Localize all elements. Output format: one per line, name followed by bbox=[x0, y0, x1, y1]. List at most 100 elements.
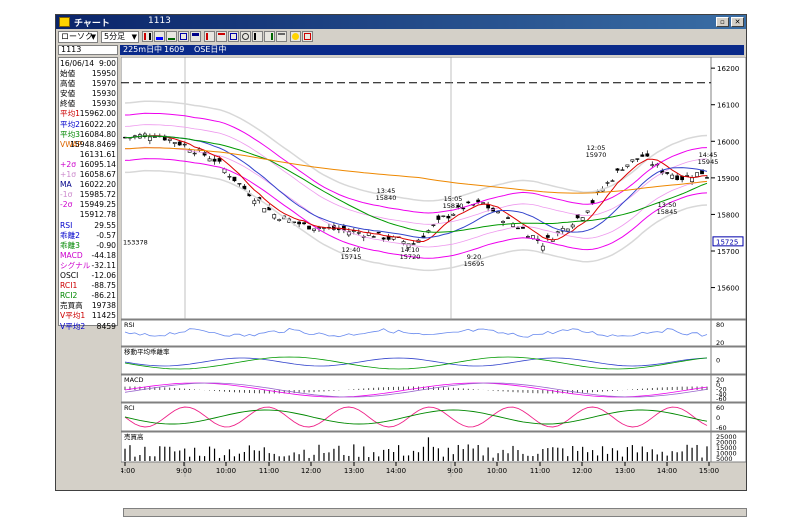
candlestick bbox=[585, 210, 590, 213]
zoom-icon[interactable] bbox=[240, 31, 251, 42]
grid-icon[interactable] bbox=[178, 31, 189, 42]
line-chart-icon[interactable] bbox=[166, 31, 177, 42]
price-tick-label: 16100 bbox=[717, 102, 739, 110]
chart-type-dropdown[interactable]: ローソク ▼ bbox=[58, 31, 98, 43]
panel-row-value: 15950 bbox=[91, 69, 116, 78]
annotation-time: 13:50 bbox=[658, 201, 677, 209]
subchart-title: RCI bbox=[124, 404, 135, 412]
annotation-time: 15:05 bbox=[444, 195, 463, 203]
candlestick bbox=[695, 172, 699, 177]
panel-row-value: -86.21 bbox=[91, 291, 116, 301]
annotation-value: 15840 bbox=[376, 194, 397, 202]
panel-row-label: VWAP bbox=[60, 139, 83, 149]
price-axis bbox=[710, 57, 746, 320]
bollinger-3sigma-upper bbox=[124, 100, 708, 202]
panel-row-label: 売買高 bbox=[60, 301, 83, 311]
panel-row-label: 乖離3 bbox=[60, 240, 81, 250]
candlestick bbox=[565, 228, 570, 232]
time-tick-label: 11:00 bbox=[530, 467, 550, 475]
panel-row: MA 16022.20 bbox=[59, 180, 117, 190]
candlestick bbox=[232, 176, 237, 182]
time-tick-label: 13:00 bbox=[615, 467, 635, 475]
panel-row-label: 平均3 bbox=[60, 129, 81, 139]
panel-row: 15912.78 bbox=[59, 210, 117, 220]
subchart-tick-label: 20 bbox=[716, 339, 724, 347]
zigzag-icon[interactable] bbox=[216, 31, 227, 42]
annotation-value: 15720 bbox=[400, 253, 421, 261]
moving-average-3 bbox=[124, 135, 708, 233]
panel-row-label: OSCI bbox=[60, 271, 79, 280]
bollinger-1sigma-upper bbox=[124, 124, 708, 225]
restore-icon[interactable]: ▫ bbox=[716, 17, 729, 27]
panel-row-label: シグナル bbox=[60, 260, 91, 270]
panel-row-value: 15970 bbox=[91, 79, 116, 89]
candlestick bbox=[152, 136, 157, 138]
price-tick-label: 16200 bbox=[717, 65, 739, 73]
panel-row-value: 16022.20 bbox=[79, 119, 116, 129]
panel-row-value: 16058.67 bbox=[79, 170, 116, 179]
subchart-title: 売買高 bbox=[124, 432, 144, 441]
panel-row: 安値 15930 bbox=[59, 89, 117, 99]
candlestick bbox=[217, 158, 222, 162]
panel-row-label: MA bbox=[60, 180, 72, 190]
subchart-axis bbox=[710, 346, 746, 375]
candlestick bbox=[615, 168, 620, 171]
bar-chart-icon[interactable] bbox=[154, 31, 165, 42]
pencil-icon[interactable] bbox=[264, 31, 275, 42]
price-tick-label: 15600 bbox=[717, 285, 739, 293]
chart-area[interactable]: 16200 16100 16000 15900 15800 15700 15600 13:45… bbox=[121, 57, 747, 517]
close-button[interactable]: ✕ bbox=[731, 17, 744, 27]
main-price-panel bbox=[121, 57, 746, 320]
candlestick bbox=[690, 177, 694, 183]
subchart-tick-label: 0 bbox=[716, 357, 720, 365]
time-tick-label: 14:00 bbox=[121, 467, 135, 475]
panel-row-label: 始値 bbox=[60, 69, 76, 78]
panel-row: 乖離3 -0.90 bbox=[59, 241, 117, 251]
trend-line-icon[interactable] bbox=[204, 31, 215, 42]
chart-type-label: ローソク bbox=[61, 32, 93, 41]
panel-row-value: 16131.61 bbox=[79, 149, 116, 159]
panel-row: 乖離2 -0.57 bbox=[59, 231, 117, 241]
panel-row-label: -2σ bbox=[60, 200, 73, 210]
panel-row-value: -12.06 bbox=[91, 271, 116, 280]
time-tick-label: 12:00 bbox=[572, 467, 592, 475]
candlestick bbox=[167, 138, 172, 141]
candlestick bbox=[555, 231, 560, 234]
candlestick bbox=[227, 175, 232, 178]
panel-row: 高値 15970 bbox=[59, 79, 117, 89]
chart-svg[interactable]: 16200 16100 16000 15900 15800 15700 15600 13:45… bbox=[121, 57, 746, 477]
annotation-time: 14:10 bbox=[401, 246, 420, 254]
candle-chart-icon[interactable] bbox=[142, 31, 153, 42]
subchart-tick-label: 60 bbox=[716, 404, 724, 412]
candlestick bbox=[545, 235, 550, 238]
panel-row-label: V平均1 bbox=[60, 311, 86, 321]
window-icon[interactable] bbox=[228, 31, 239, 42]
cursor-icon[interactable] bbox=[252, 31, 263, 42]
code-input[interactable]: 1113 bbox=[58, 45, 118, 55]
title-bar[interactable]: チャート 1113 ▫ ✕ bbox=[56, 15, 746, 29]
subchart-tick-label: 80 bbox=[716, 321, 724, 329]
candlestick bbox=[312, 228, 316, 231]
time-tick-label: 11:00 bbox=[259, 467, 279, 475]
panel-row-value: 29.55 bbox=[94, 220, 116, 230]
time-tick-label: 10:00 bbox=[487, 467, 507, 475]
panel-row-value: 16084.80 bbox=[79, 129, 116, 139]
price-tick-label: 15800 bbox=[717, 211, 739, 219]
interval-dropdown[interactable]: 5分足 ▼ bbox=[101, 31, 139, 43]
deviation-line-3 bbox=[124, 356, 708, 370]
chart-window: チャート 1113 ▫ ✕ ローソク ▼ 5分足 ▼ 1113 225m日中 bbox=[55, 14, 747, 517]
candlestick bbox=[580, 217, 585, 221]
vwap-line bbox=[125, 147, 708, 194]
table-icon[interactable] bbox=[190, 31, 201, 42]
candlestick bbox=[630, 159, 635, 162]
erase-icon[interactable] bbox=[302, 31, 313, 42]
panel-row-value: 15930 bbox=[91, 89, 116, 99]
panel-row-value: 15930 bbox=[91, 99, 116, 109]
bollinger-upper-band bbox=[124, 112, 708, 214]
settings-icon[interactable] bbox=[276, 31, 287, 42]
horizontal-scrollbar[interactable] bbox=[123, 508, 747, 517]
marker-icon[interactable] bbox=[290, 31, 301, 42]
time-tick-label: 14:00 bbox=[657, 467, 677, 475]
panel-row: シグナル -32.11 bbox=[59, 261, 117, 271]
panel-row: RCI2 -86.21 bbox=[59, 291, 117, 301]
